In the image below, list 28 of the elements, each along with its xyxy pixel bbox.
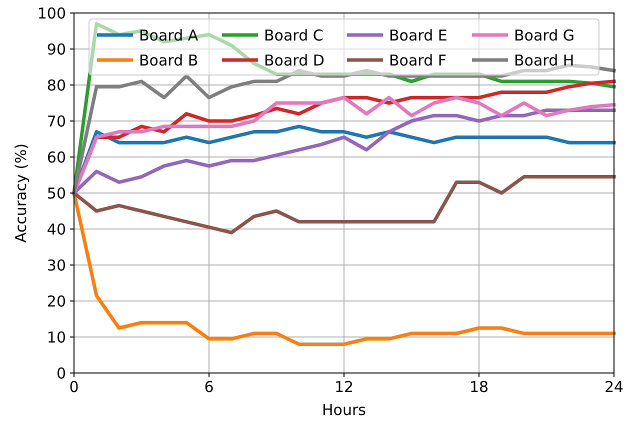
y-tick-label: 70 (46, 112, 66, 130)
y-tick-label: 50 (46, 184, 66, 202)
legend-label: Board F (389, 51, 446, 70)
legend-label: Board G (514, 26, 574, 44)
y-tick-label: 60 (46, 148, 66, 166)
x-tick-label: 6 (204, 378, 214, 396)
y-tick-label: 90 (46, 40, 66, 58)
y-tick-label: 40 (46, 220, 66, 238)
legend-label: Board A (139, 26, 199, 44)
y-tick-label: 20 (46, 292, 66, 310)
line-series (72, 191, 616, 346)
legend-label: Board E (389, 26, 448, 44)
x-tick-label: 12 (334, 378, 354, 396)
y-tick-label: 0 (56, 364, 66, 382)
y-tick-label: 100 (37, 4, 66, 22)
y-tick-label: 80 (46, 76, 66, 94)
y-axis-title: Accuracy (%) (12, 143, 30, 243)
x-tick-label: 24 (604, 378, 624, 396)
x-axis-title: Hours (322, 401, 366, 419)
legend-label: Board D (264, 51, 324, 70)
legend-label: Board B (139, 51, 198, 70)
x-tick-label: 18 (469, 378, 489, 396)
y-tick-label: 30 (46, 256, 66, 274)
x-tick-label: 0 (69, 378, 79, 396)
y-tick-label: 10 (46, 328, 66, 346)
legend-label: Board H (514, 51, 574, 70)
legend-label: Board C (264, 26, 324, 44)
line-series (72, 175, 616, 234)
